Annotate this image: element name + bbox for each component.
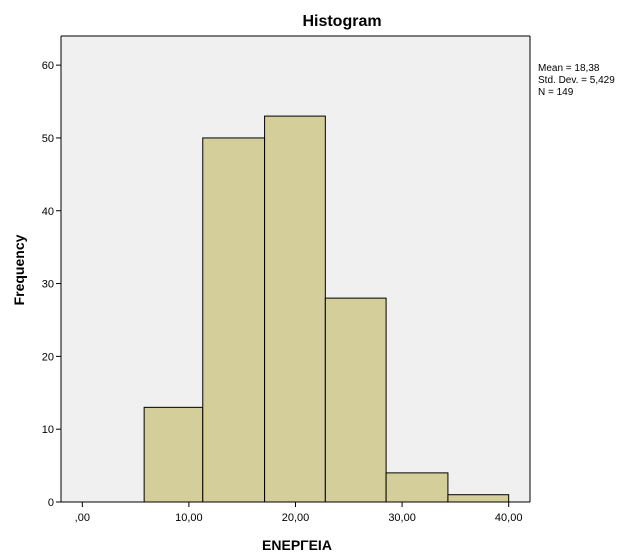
bars-layer bbox=[143, 115, 510, 503]
stats-std-dev: Std. Dev. = 5,429 bbox=[538, 75, 615, 86]
y-tick-label-4: 40 bbox=[42, 206, 54, 218]
x-tick-label-1: 10,00 bbox=[175, 512, 203, 524]
y-tick-label-6: 60 bbox=[42, 60, 54, 72]
y-tick-label-2: 20 bbox=[42, 351, 54, 363]
histogram-bar-1 bbox=[143, 406, 204, 503]
chart-title: Histogram bbox=[302, 13, 381, 30]
x-tick-label-3: 30,00 bbox=[388, 512, 416, 524]
histogram-bar-2 bbox=[202, 137, 266, 503]
y-axis-label: Frequency bbox=[11, 234, 27, 305]
y-ticks-layer: 0 10 20 30 40 50 60 bbox=[42, 60, 61, 509]
histogram-bar-5 bbox=[385, 472, 449, 503]
x-tick-label-0: ,00 bbox=[75, 512, 90, 524]
y-tick-label-0: 0 bbox=[48, 497, 54, 509]
histogram-bar-4 bbox=[324, 297, 387, 503]
x-axis-label: ΕΝΕΡΓΕΙΑ bbox=[262, 537, 332, 553]
y-tick-label-1: 10 bbox=[42, 424, 54, 436]
x-tick-label-2: 20,00 bbox=[282, 512, 310, 524]
y-tick-label-5: 50 bbox=[42, 133, 54, 145]
stats-n: N = 149 bbox=[538, 87, 574, 98]
y-tick-label-3: 30 bbox=[42, 279, 54, 291]
stats-mean: Mean = 18,38 bbox=[538, 63, 600, 74]
x-ticks-layer: ,00 10,00 20,00 30,00 40,00 bbox=[75, 502, 523, 524]
stats-box: Mean = 18,38 Std. Dev. = 5,429 N = 149 bbox=[538, 63, 615, 98]
histogram-bar-6 bbox=[447, 494, 510, 503]
histogram-bar-3 bbox=[264, 115, 326, 503]
x-tick-label-4: 40,00 bbox=[495, 512, 523, 524]
